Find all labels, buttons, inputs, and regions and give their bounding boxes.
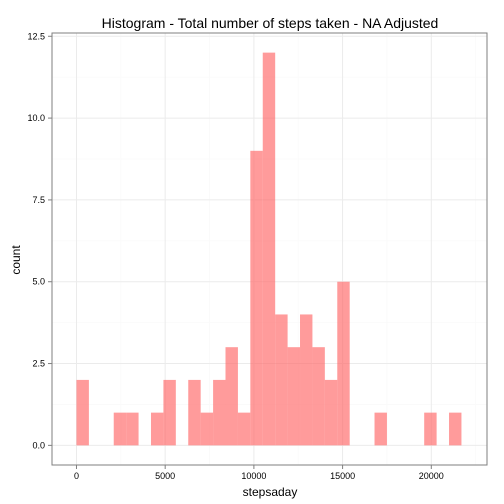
- x-tick-label: 20000: [419, 471, 444, 481]
- y-tick-label: 10.0: [27, 113, 45, 123]
- y-axis: 0.0 2.5 5.0 7.5 10.0 12.5: [27, 31, 52, 450]
- y-tick-label: 12.5: [27, 31, 45, 41]
- histogram-bar: [374, 412, 387, 446]
- histogram-bar: [113, 412, 127, 446]
- histogram-bar: [225, 347, 238, 446]
- histogram-bar: [150, 412, 164, 446]
- histogram-bar: [324, 379, 338, 446]
- y-tick-label: 2.5: [32, 359, 45, 369]
- y-axis-title: count: [9, 245, 23, 275]
- x-axis: 0 5000 10000 15000 20000: [74, 465, 444, 481]
- chart-title: Histogram - Total number of steps taken …: [102, 15, 439, 31]
- x-tick-label: 0: [74, 471, 79, 481]
- histogram-bar: [76, 379, 89, 446]
- x-axis-title: stepsaday: [243, 485, 298, 499]
- y-tick-label: 7.5: [32, 195, 45, 205]
- histogram-bar: [300, 314, 313, 446]
- plot-border: [51, 32, 488, 466]
- histogram-bar: [213, 379, 226, 446]
- histogram-bar: [237, 412, 251, 446]
- x-tick-label: 5000: [155, 471, 175, 481]
- bars: [76, 52, 462, 446]
- histogram-bar: [126, 412, 139, 446]
- histogram-bar: [275, 314, 288, 446]
- histogram-bar: [337, 281, 350, 446]
- histogram-bar: [424, 412, 437, 446]
- y-tick-label: 5.0: [32, 277, 45, 287]
- x-tick-label: 15000: [330, 471, 355, 481]
- histogram-bar: [188, 379, 201, 446]
- histogram-bar: [200, 412, 214, 446]
- y-tick-label: 0.0: [32, 440, 45, 450]
- histogram-bar: [250, 150, 263, 446]
- histogram-bar: [262, 52, 276, 446]
- histogram-bar: [287, 347, 301, 446]
- histogram-bar: [312, 347, 325, 446]
- histogram-bar: [449, 412, 462, 446]
- histogram-bar: [163, 379, 176, 446]
- x-tick-label: 10000: [241, 471, 266, 481]
- plot-area: [51, 32, 488, 466]
